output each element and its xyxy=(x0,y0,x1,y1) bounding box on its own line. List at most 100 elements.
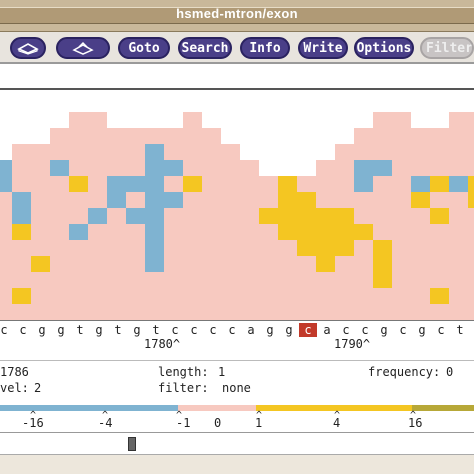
cell-background xyxy=(164,176,183,192)
frequency-plot[interactable] xyxy=(0,92,474,320)
cell-background xyxy=(88,128,107,144)
scale-label: 0 xyxy=(214,416,222,430)
goto-button[interactable]: Goto xyxy=(118,37,170,59)
sequence-base[interactable]: c xyxy=(399,323,407,337)
sequence-base[interactable]: c xyxy=(171,323,179,337)
cell-background xyxy=(107,128,126,144)
cell-background xyxy=(430,304,449,320)
cell-background xyxy=(392,240,411,256)
sequence-base[interactable]: c xyxy=(190,323,198,337)
cell-background xyxy=(449,208,468,224)
sequence-base[interactable]: t xyxy=(114,323,122,337)
cell-background xyxy=(145,288,164,304)
sequence-base[interactable]: c xyxy=(342,323,350,337)
cell-background xyxy=(31,176,50,192)
save-button[interactable] xyxy=(56,37,110,59)
sequence-base[interactable]: g xyxy=(95,323,103,337)
cell-background xyxy=(183,272,202,288)
cell-background xyxy=(221,304,240,320)
cell-background xyxy=(335,304,354,320)
sequence-base[interactable]: t xyxy=(152,323,160,337)
sequence-base[interactable]: c xyxy=(19,323,27,337)
cell-background xyxy=(297,304,316,320)
cell-background xyxy=(50,288,69,304)
open-button[interactable] xyxy=(10,37,46,59)
sequence-base[interactable]: g xyxy=(38,323,46,337)
cell-background xyxy=(449,224,468,240)
sequence-base[interactable]: a xyxy=(323,323,331,337)
sequence-base[interactable]: g xyxy=(133,323,141,337)
cell-background xyxy=(449,192,468,208)
cell-background xyxy=(50,192,69,208)
cell-background xyxy=(392,256,411,272)
options-button[interactable]: Options xyxy=(354,37,414,59)
info-button[interactable]: Info xyxy=(240,37,290,59)
cell-background xyxy=(50,176,69,192)
sequence-base[interactable]: t xyxy=(76,323,84,337)
cell-background xyxy=(164,208,183,224)
cell-background xyxy=(240,256,259,272)
cell-background xyxy=(411,144,430,160)
cell-background xyxy=(430,160,449,176)
cell-background xyxy=(392,112,411,128)
filter-button[interactable]: Filter xyxy=(420,37,474,59)
cell-background xyxy=(335,176,354,192)
cell-background xyxy=(278,256,297,272)
cell-background xyxy=(183,288,202,304)
cell-background xyxy=(411,208,430,224)
cell-background xyxy=(392,224,411,240)
sequence-base[interactable]: t xyxy=(456,323,464,337)
cell-yellow xyxy=(278,224,297,240)
sequence-base[interactable]: c xyxy=(209,323,217,337)
cell-background xyxy=(183,224,202,240)
selected-base[interactable]: c xyxy=(299,323,317,337)
cell-background xyxy=(107,160,126,176)
cell-background xyxy=(373,176,392,192)
position-value: 1786 xyxy=(0,365,29,379)
cell-background xyxy=(468,288,474,304)
sequence-base[interactable]: g xyxy=(380,323,388,337)
cell-background xyxy=(373,208,392,224)
cell-background xyxy=(31,304,50,320)
cell-background xyxy=(183,128,202,144)
horizontal-scrollbar[interactable] xyxy=(0,432,474,454)
cell-blue xyxy=(145,176,164,192)
cell-yellow xyxy=(69,176,88,192)
cell-background xyxy=(69,160,88,176)
cell-background xyxy=(354,256,373,272)
cell-background xyxy=(183,208,202,224)
cell-background xyxy=(69,240,88,256)
cell-background xyxy=(411,240,430,256)
sequence-base[interactable]: a xyxy=(247,323,255,337)
cell-background xyxy=(126,272,145,288)
sequence-base[interactable]: c xyxy=(0,323,8,337)
sequence-row[interactable]: c c g g t g t g t c c c c a g g c a c c g c g c t 1780^ 1790^ xyxy=(0,320,474,360)
cell-background xyxy=(221,144,240,160)
sequence-base[interactable]: g xyxy=(266,323,274,337)
cell-background xyxy=(392,128,411,144)
scale-tick: ^ xyxy=(102,410,109,421)
window-title: hsmed-mtron/exon xyxy=(176,6,298,21)
sequence-base[interactable]: c xyxy=(228,323,236,337)
cell-background xyxy=(430,256,449,272)
scrollbar-thumb[interactable] xyxy=(128,437,136,451)
cell-background xyxy=(316,160,335,176)
scale-tick: ^ xyxy=(30,410,37,421)
cell-blue xyxy=(145,208,164,224)
sequence-base[interactable]: g xyxy=(418,323,426,337)
cell-yellow xyxy=(468,192,474,208)
sequence-base[interactable]: g xyxy=(285,323,293,337)
cell-background xyxy=(202,176,221,192)
scale-label: -16 xyxy=(22,416,44,430)
write-button[interactable]: Write xyxy=(298,37,348,59)
sequence-base[interactable]: c xyxy=(361,323,369,337)
cell-yellow xyxy=(335,240,354,256)
search-button[interactable]: Search xyxy=(178,37,232,59)
sequence-base[interactable]: g xyxy=(57,323,65,337)
cell-background xyxy=(145,272,164,288)
cell-background xyxy=(31,288,50,304)
cell-background xyxy=(411,128,430,144)
sequence-base[interactable]: c xyxy=(437,323,445,337)
cell-background xyxy=(449,128,468,144)
cell-background xyxy=(88,304,107,320)
